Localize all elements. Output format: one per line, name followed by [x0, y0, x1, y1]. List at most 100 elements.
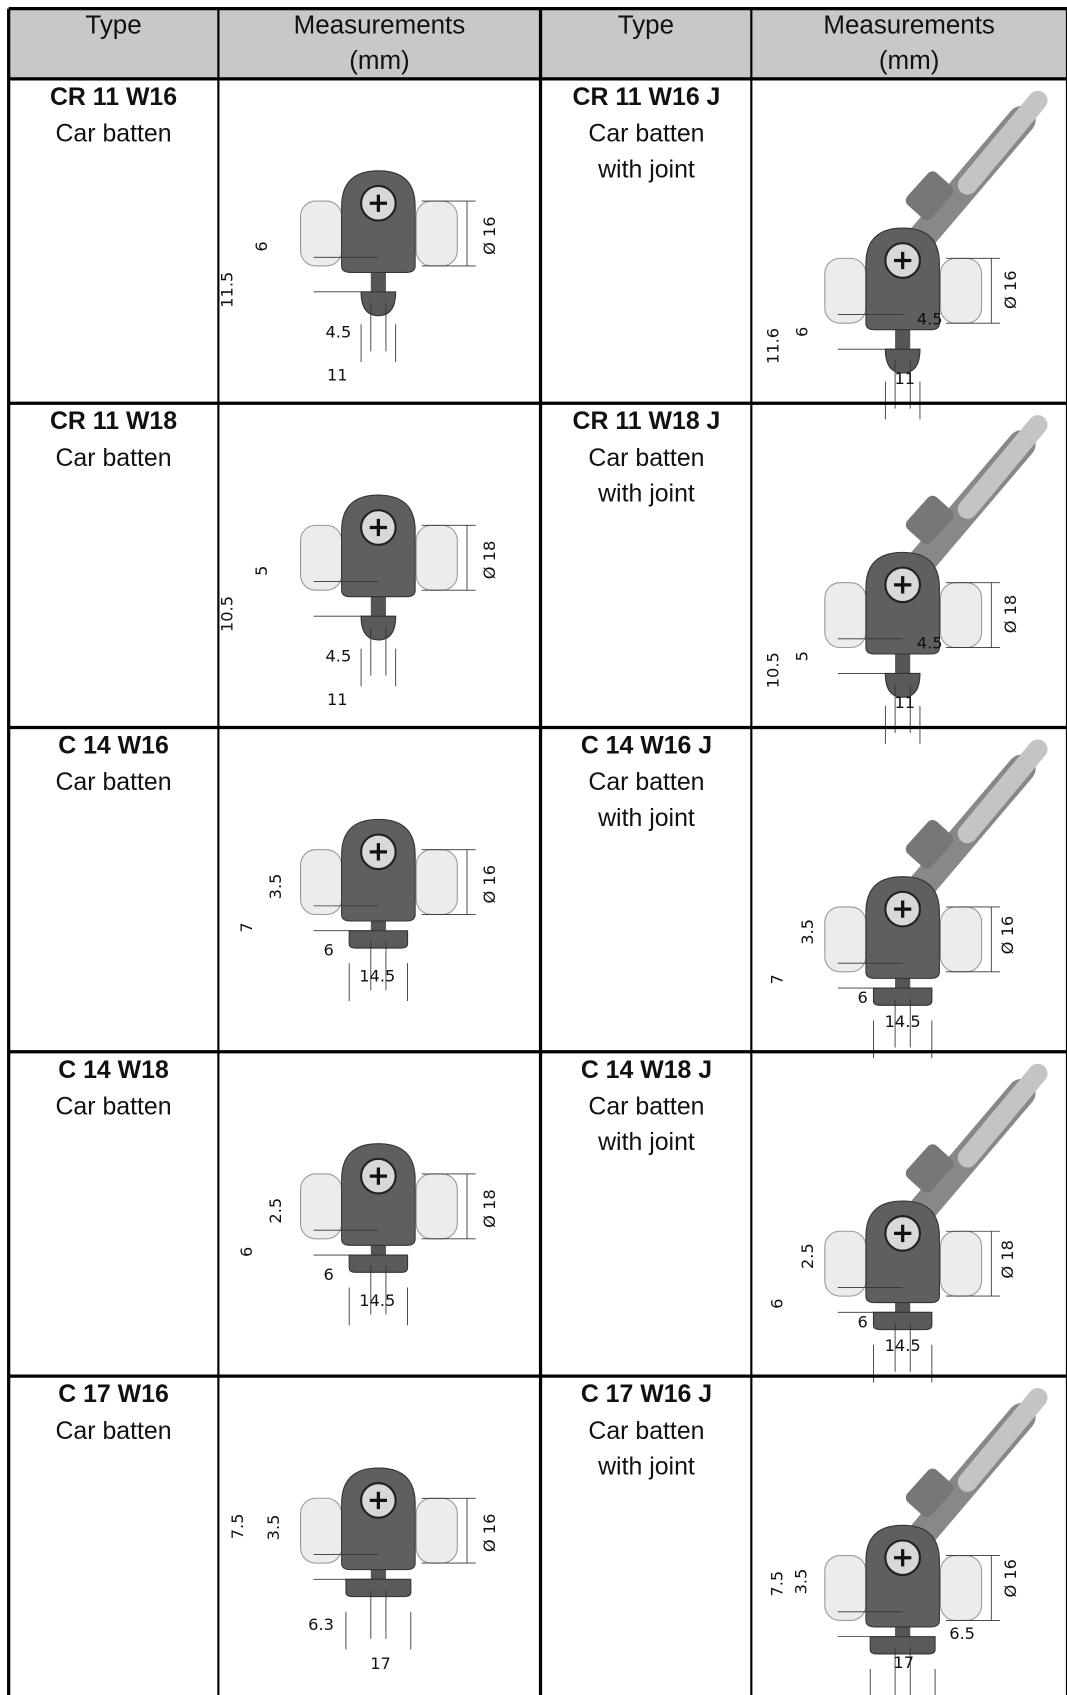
drawing: [824, 739, 1048, 1059]
type-desc: with joint: [597, 1452, 695, 1480]
dimension-label: Ø 18: [998, 1240, 1017, 1279]
dimension-label: Ø 16: [480, 216, 499, 255]
dimension-label: 10.5: [217, 596, 236, 632]
dimension-label: Ø 18: [1001, 595, 1020, 634]
dimension-label: 3.5: [791, 1569, 810, 1595]
joint-rod-hl: [957, 90, 1048, 195]
drawing: [300, 1143, 476, 1326]
type-desc: with joint: [597, 155, 695, 183]
dimension-label: 4.5: [917, 634, 943, 653]
drawing: [300, 170, 476, 363]
roller: [300, 1497, 343, 1564]
header-cell: Measurements: [823, 12, 995, 40]
roller: [824, 1230, 867, 1297]
roller: [415, 1173, 458, 1240]
dimension-label: 11: [327, 690, 348, 709]
dimension-label: 6.3: [308, 1615, 334, 1634]
dimension-label: 5: [252, 566, 271, 576]
dim-lines: [837, 1555, 1000, 1695]
header-cell: (mm): [349, 47, 410, 75]
dimension-label: 4.5: [325, 647, 351, 666]
type-desc: Car batten: [55, 120, 171, 148]
roller: [300, 524, 343, 591]
dimension-label: Ø 16: [998, 916, 1017, 955]
roller: [824, 906, 867, 973]
type-code: C 14 W16 J: [581, 731, 712, 759]
dim-lines: [837, 906, 1000, 1059]
dimension-label: 14.5: [885, 1336, 921, 1355]
dimension-label: Ø 18: [480, 1189, 499, 1228]
type-desc: with joint: [597, 1128, 695, 1156]
dimension-label: 11: [895, 693, 916, 712]
type-code: C 17 W16: [58, 1380, 169, 1408]
roller: [939, 906, 983, 973]
dimension-label: 6: [252, 241, 271, 251]
head: [872, 987, 933, 1006]
head: [884, 348, 921, 374]
head: [869, 1636, 936, 1655]
drawing: [824, 90, 1048, 420]
dimension-label: Ø 16: [480, 1514, 499, 1553]
roller: [939, 582, 983, 649]
dim-lines: [837, 1230, 1000, 1383]
dimension-label: 6: [858, 1312, 868, 1331]
screw-cross: [894, 251, 912, 270]
roller: [824, 1555, 867, 1621]
screw-cross: [369, 843, 388, 861]
roller: [824, 582, 867, 649]
dim-lines: [313, 524, 476, 687]
screw-cross: [894, 576, 912, 594]
joint-rod-hl: [957, 739, 1048, 844]
roller: [939, 1555, 983, 1621]
screw-cross: [894, 1224, 912, 1243]
joint-rod-hl: [957, 415, 1048, 519]
roller: [300, 200, 343, 267]
drawing: [300, 494, 476, 687]
dimension-label: 11: [327, 366, 348, 385]
dimension-label: Ø 16: [1001, 1559, 1020, 1598]
header-bg: [8, 8, 1067, 79]
dimension-label: 3.5: [798, 919, 817, 945]
type-code: CR 11 W18: [50, 407, 177, 435]
dimension-label: 11.6: [763, 328, 782, 364]
roller: [415, 200, 458, 267]
type-code: C 14 W18: [58, 1056, 169, 1084]
header-cell: Type: [618, 12, 674, 40]
roller: [415, 1497, 458, 1564]
dim-lines: [313, 200, 476, 363]
joint-clamp: [905, 1468, 954, 1518]
type-desc: Car batten: [55, 1417, 171, 1445]
dimension-label: 10.5: [763, 652, 782, 688]
head: [884, 672, 921, 698]
drawing: [300, 1467, 476, 1650]
dimension-label: 7: [768, 974, 787, 984]
head: [348, 930, 409, 949]
screw-cross: [894, 1549, 912, 1567]
header-cell: (mm): [879, 47, 940, 75]
roller: [939, 1230, 983, 1297]
roller: [300, 1173, 343, 1240]
dim-lines: [313, 1173, 476, 1326]
dimension-label: 3.5: [266, 874, 285, 900]
roller: [415, 849, 458, 916]
dimension-label: 17: [893, 1653, 914, 1672]
dimension-label: 6: [323, 941, 333, 960]
dimension-label: 2.5: [266, 1198, 285, 1224]
dimension-label: 2.5: [798, 1243, 817, 1269]
type-code: C 17 W16 J: [581, 1380, 712, 1408]
type-desc: Car batten: [55, 768, 171, 796]
dimension-label: 14.5: [359, 967, 395, 986]
type-code: CR 11 W16 J: [573, 83, 721, 111]
type-code: CR 11 W16: [50, 83, 177, 111]
drawing: [300, 818, 476, 1002]
header-cell: Type: [85, 12, 141, 40]
head: [872, 1311, 933, 1331]
joint-clamp: [905, 495, 954, 545]
dimension-label: Ø 16: [1001, 270, 1020, 309]
dim-lines: [837, 257, 1000, 420]
joint-clamp: [905, 171, 954, 220]
type-desc: Car batten: [588, 444, 704, 472]
screw-cross: [369, 1167, 388, 1185]
